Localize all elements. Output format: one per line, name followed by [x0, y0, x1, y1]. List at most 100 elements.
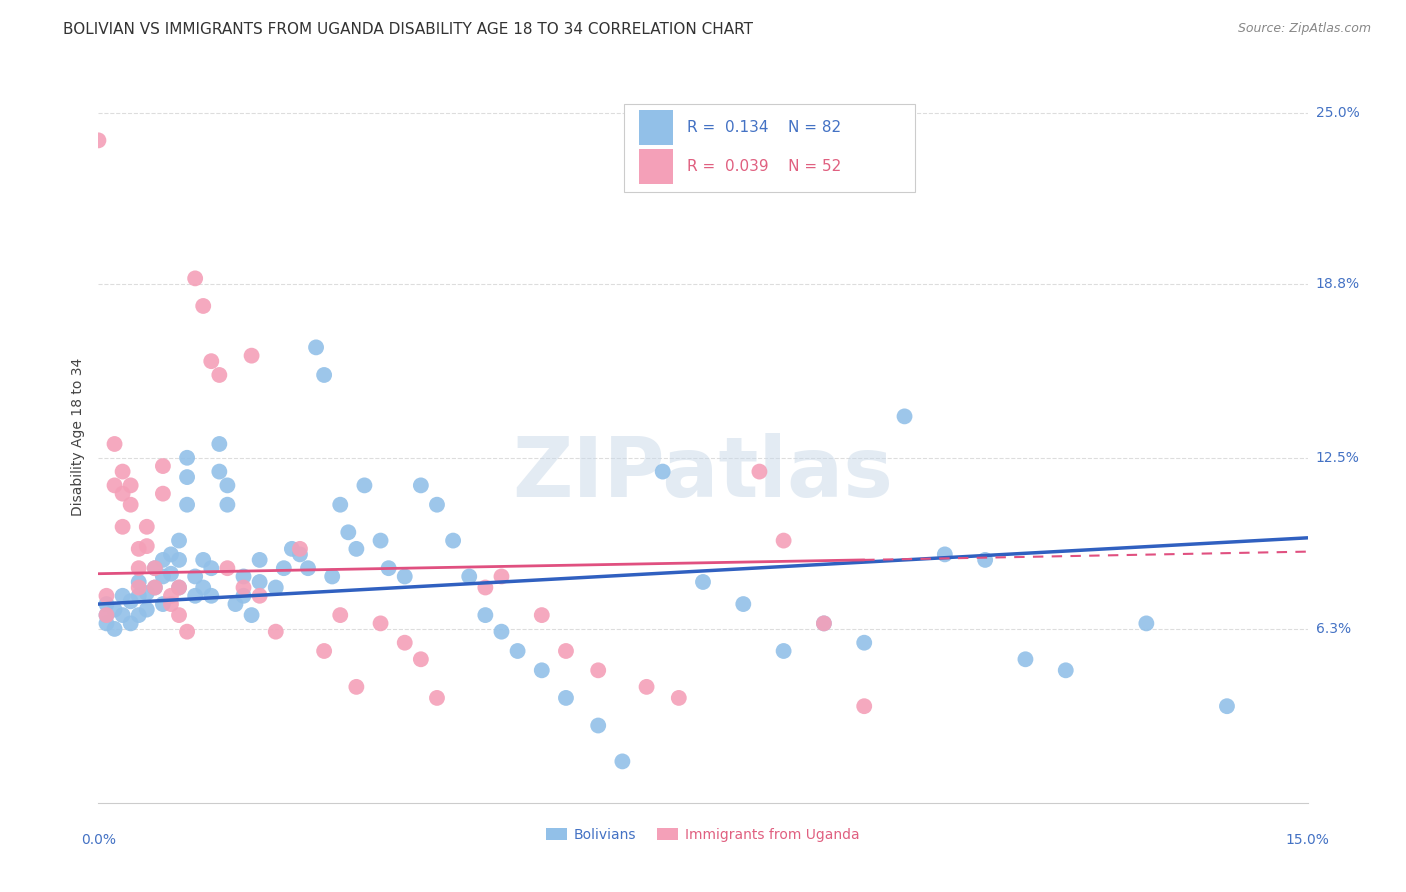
Point: [1054, 663, 1077, 677]
Point: [103, 478, 125, 492]
Bar: [638, 149, 673, 184]
Point: [273, 561, 295, 575]
Point: [193, 553, 215, 567]
Point: [733, 597, 755, 611]
Point: [288, 541, 311, 556]
Point: [692, 574, 714, 589]
Point: [103, 437, 125, 451]
Point: [160, 597, 183, 611]
Text: R =  0.134    N = 82: R = 0.134 N = 82: [688, 120, 841, 136]
Point: [353, 478, 375, 492]
Point: [143, 561, 166, 575]
Point: [636, 680, 658, 694]
Point: [160, 566, 183, 581]
Point: [176, 498, 198, 512]
Point: [555, 690, 578, 705]
Text: ZIPatlas: ZIPatlas: [513, 434, 893, 514]
Bar: [638, 110, 673, 145]
Point: [152, 458, 174, 473]
Point: [208, 465, 231, 479]
Point: [152, 597, 174, 611]
Point: [111, 465, 134, 479]
Point: [409, 652, 432, 666]
Point: [111, 520, 134, 534]
Point: [586, 663, 609, 677]
Point: [184, 589, 207, 603]
Point: [96, 616, 118, 631]
Point: [893, 409, 915, 424]
Point: [217, 498, 239, 512]
Text: 15.0%: 15.0%: [1285, 833, 1330, 847]
FancyBboxPatch shape: [624, 104, 915, 192]
Point: [224, 597, 246, 611]
Point: [321, 569, 343, 583]
Point: [184, 271, 207, 285]
Point: [111, 589, 134, 603]
Point: [748, 465, 770, 479]
Point: [506, 644, 529, 658]
Point: [305, 340, 328, 354]
Point: [329, 498, 352, 512]
Text: 12.5%: 12.5%: [1316, 450, 1360, 465]
Point: [128, 561, 150, 575]
Point: [249, 574, 271, 589]
Point: [668, 690, 690, 705]
Point: [1014, 652, 1036, 666]
Point: [111, 486, 134, 500]
Point: [314, 644, 336, 658]
Point: [200, 561, 222, 575]
Point: [111, 608, 134, 623]
Point: [143, 561, 166, 575]
Point: [651, 465, 673, 479]
Point: [217, 561, 239, 575]
Point: [135, 586, 157, 600]
Point: [135, 539, 157, 553]
Point: [143, 581, 166, 595]
Point: [176, 624, 198, 639]
Point: [329, 608, 352, 623]
Point: [264, 624, 287, 639]
Point: [128, 574, 150, 589]
Point: [530, 608, 553, 623]
Text: Source: ZipAtlas.com: Source: ZipAtlas.com: [1237, 22, 1371, 36]
Point: [200, 354, 222, 368]
Point: [120, 616, 142, 631]
Point: [772, 644, 794, 658]
Point: [586, 718, 609, 732]
Point: [120, 478, 142, 492]
Point: [193, 581, 215, 595]
Point: [152, 486, 174, 500]
Point: [344, 680, 367, 694]
Point: [813, 616, 835, 631]
Point: [208, 368, 231, 382]
Point: [394, 569, 416, 583]
Point: [103, 602, 125, 616]
Point: [128, 589, 150, 603]
Point: [409, 478, 432, 492]
Point: [974, 553, 997, 567]
Point: [128, 581, 150, 595]
Point: [167, 553, 190, 567]
Point: [103, 622, 125, 636]
Point: [813, 616, 835, 631]
Point: [167, 608, 190, 623]
Point: [96, 589, 118, 603]
Point: [772, 533, 794, 548]
Point: [426, 690, 449, 705]
Point: [128, 541, 150, 556]
Point: [200, 589, 222, 603]
Point: [344, 541, 367, 556]
Point: [184, 569, 207, 583]
Point: [152, 569, 174, 583]
Point: [135, 602, 157, 616]
Point: [491, 624, 513, 639]
Point: [193, 299, 215, 313]
Point: [96, 597, 118, 611]
Point: [264, 581, 287, 595]
Point: [96, 608, 118, 623]
Point: [120, 594, 142, 608]
Point: [167, 533, 190, 548]
Legend: Bolivians, Immigrants from Uganda: Bolivians, Immigrants from Uganda: [541, 822, 865, 847]
Point: [530, 663, 553, 677]
Point: [135, 520, 157, 534]
